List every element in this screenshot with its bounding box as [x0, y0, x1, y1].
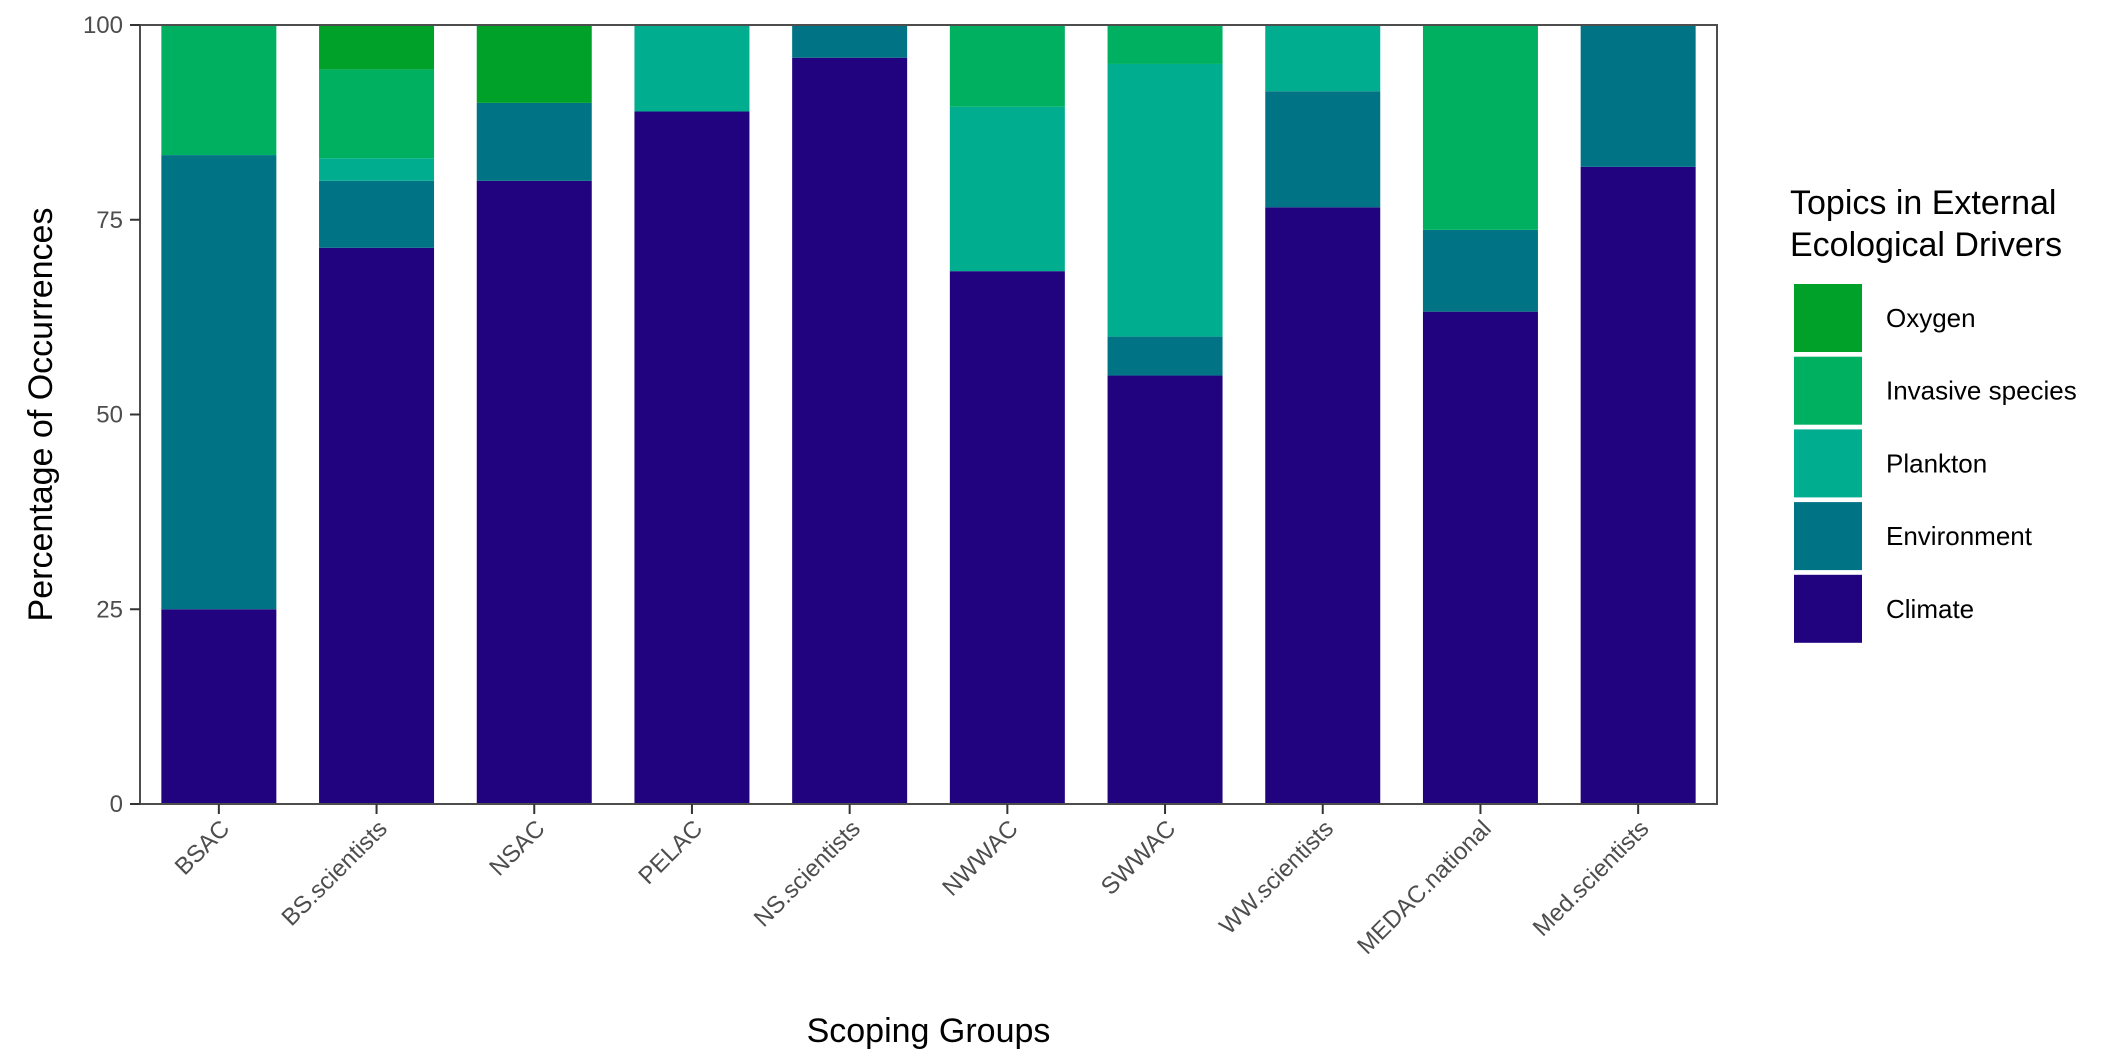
- legend-key-invasive-species: [1794, 356, 1862, 425]
- x-tick-label-ww-scientists: WW.scientists: [1214, 815, 1339, 940]
- legend-label-climate: Climate: [1886, 594, 1974, 624]
- legend-key-plankton: [1794, 429, 1862, 498]
- legend-keys: Oxygen Invasive species Plankton Environmen…: [1794, 284, 2077, 643]
- y-tick-label: 0: [110, 791, 123, 818]
- bar-bs-scientists-invasive-species: [319, 69, 435, 159]
- bar-med-scientists-climate: [1580, 166, 1696, 804]
- bar-ww-scientists-climate: [1265, 207, 1381, 804]
- x-tick-label-med-scientists: Med.scientists: [1528, 815, 1655, 942]
- legend-key-climate: [1794, 574, 1862, 643]
- x-tick-label-nsac: NSAC: [484, 815, 550, 881]
- y-tick-label: 50: [96, 402, 123, 429]
- x-tick-label-nwwac: NWWAC: [937, 815, 1023, 901]
- y-tick-label: 25: [96, 596, 123, 623]
- x-tick-label-medac-national: MEDAC.national: [1352, 815, 1497, 960]
- bar-nsac-climate: [476, 180, 592, 805]
- bar-bs-scientists-oxygen: [319, 25, 435, 70]
- bar-ww-scientists-plankton: [1265, 25, 1381, 92]
- bar-pelac-plankton: [634, 25, 750, 112]
- bar-nwwac-plankton: [949, 106, 1065, 272]
- legend-key-environment: [1794, 502, 1862, 571]
- x-tick-label-bsac: BSAC: [170, 815, 235, 880]
- bar-swwac-environment: [1107, 336, 1223, 376]
- legend-label-invasive-species: Invasive species: [1886, 376, 2077, 406]
- bar-swwac-invasive-species: [1107, 25, 1223, 64]
- bar-bsac-climate: [161, 609, 277, 804]
- legend-label-plankton: Plankton: [1886, 448, 1987, 478]
- bar-medac-national-climate: [1422, 311, 1538, 804]
- x-axis: BSAC BS.scientists NSAC PELAC NS.scientists N…: [170, 804, 1655, 960]
- y-tick-label: 100: [83, 12, 123, 39]
- bar-medac-national-environment: [1422, 229, 1538, 312]
- bar-layer: [161, 25, 1696, 805]
- legend: Topics in External Ecological Drivers Ox…: [1790, 184, 2077, 643]
- bar-bsac-invasive-species: [161, 25, 277, 156]
- bar-swwac-climate: [1107, 375, 1223, 804]
- bar-swwac-plankton: [1107, 63, 1223, 337]
- bar-medac-national-invasive-species: [1422, 25, 1538, 230]
- bar-nsac-oxygen: [476, 25, 592, 103]
- legend-key-oxygen: [1794, 284, 1862, 352]
- bar-ns-scientists-climate: [792, 57, 908, 804]
- x-tick-label-ns-scientists: NS.scientists: [749, 815, 866, 932]
- legend-label-environment: Environment: [1886, 521, 2033, 551]
- y-axis: 0 25 50 75 100: [83, 12, 140, 818]
- x-tick-label-pelac: PELAC: [633, 815, 708, 890]
- legend-title-line-1: Topics in External: [1790, 184, 2056, 222]
- bar-bs-scientists-climate: [319, 247, 435, 804]
- bar-pelac-climate: [634, 111, 750, 805]
- y-tick-label: 75: [96, 207, 123, 234]
- bar-ns-scientists-environment: [792, 25, 908, 58]
- bar-bs-scientists-environment: [319, 180, 435, 248]
- x-axis-title: Scoping Groups: [807, 1012, 1051, 1050]
- legend-label-oxygen: Oxygen: [1886, 303, 1976, 333]
- bar-med-scientists-environment: [1580, 25, 1696, 167]
- bar-nwwac-invasive-species: [949, 25, 1065, 107]
- bar-bsac-environment: [161, 155, 277, 610]
- legend-title-line-2: Ecological Drivers: [1790, 226, 2062, 264]
- bar-ww-scientists-environment: [1265, 91, 1381, 208]
- x-tick-label-swwac: SWWAC: [1096, 815, 1181, 900]
- bar-bs-scientists-plankton: [319, 158, 435, 181]
- bar-nsac-environment: [476, 102, 592, 181]
- x-tick-label-bs-scientists: BS.scientists: [277, 815, 393, 931]
- bar-nwwac-climate: [949, 271, 1065, 804]
- y-axis-title: Percentage of Occurrences: [22, 208, 60, 622]
